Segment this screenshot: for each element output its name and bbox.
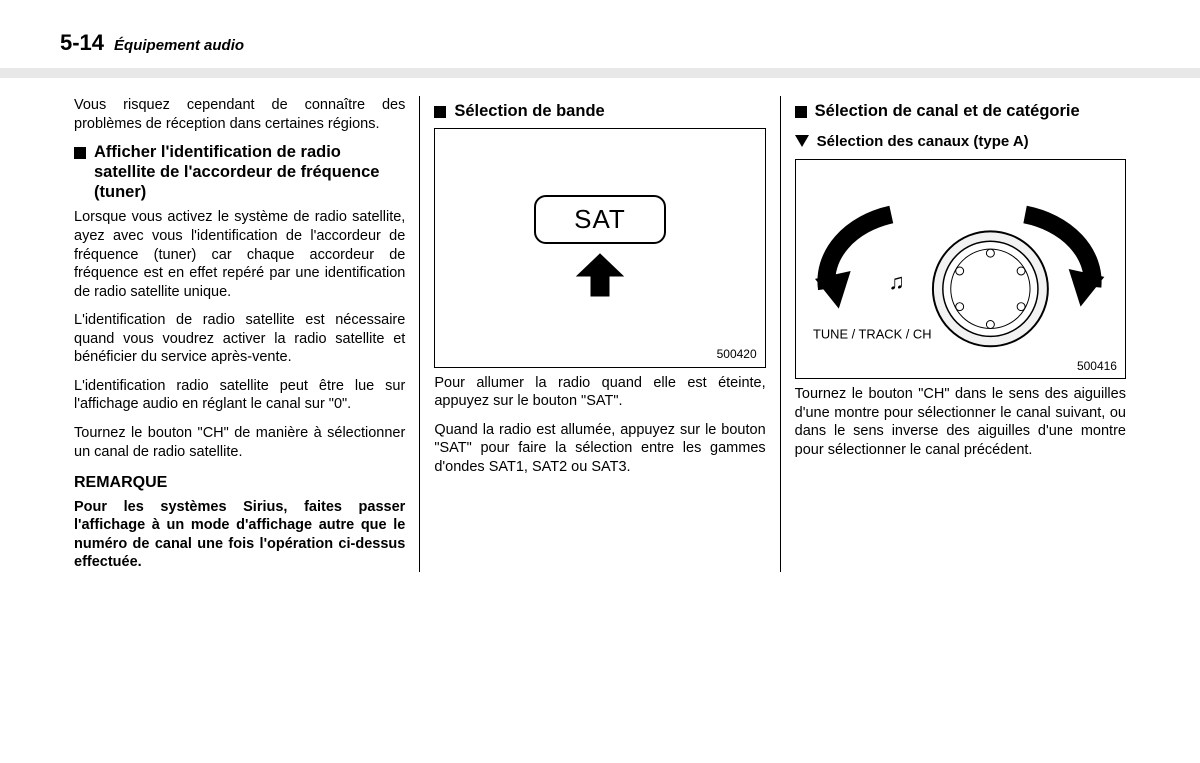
heading-tuner-id: Afficher l'identification de radio satel… (74, 143, 405, 202)
column-1: Vous risquez cependant de connaître des … (60, 96, 419, 572)
sat-button-label: SAT (534, 195, 666, 244)
heading-text: Sélection de bande (454, 102, 604, 122)
figure-id: 500420 (717, 347, 757, 362)
header-rule (0, 68, 1200, 78)
heading-text: Sélection de canal et de catégorie (815, 102, 1080, 122)
knob-label: TUNE / TRACK / CH (813, 326, 932, 341)
remark-body: Pour les systèmes Sirius, faites passer … (74, 498, 405, 572)
figure-sat: SAT 500420 (434, 128, 765, 368)
para-4: Tournez le bouton "CH" de manière à séle… (74, 424, 405, 461)
page-header: 5-14 Équipement audio (60, 30, 1140, 56)
figure-id: 500416 (1077, 359, 1117, 374)
knob-illustration: ♫ TUNE / TRACK / CH (796, 160, 1125, 378)
intro-text: Vous risquez cependant de connaître des … (74, 96, 405, 133)
para-3: L'identification radio satellite peut êt… (74, 377, 405, 414)
column-3: Sélection de canal et de catégorie Sélec… (780, 96, 1140, 572)
heading-channel: Sélection de canal et de catégorie (795, 102, 1126, 122)
bullet-icon (434, 106, 446, 118)
heading-band: Sélection de bande (434, 102, 765, 122)
para-2: Quand la radio est allumée, appuyez sur … (434, 421, 765, 477)
arrow-up-icon (575, 252, 625, 300)
para-2: L'identification de radio satellite est … (74, 311, 405, 367)
para-1: Lorsque vous activez le système de radio… (74, 208, 405, 301)
remark-title: REMARQUE (74, 473, 405, 493)
para-1: Tournez le bouton "CH" dans le sens des … (795, 385, 1126, 459)
figure-tune-knob: ♫ TUNE / TRACK / CH 500416 (795, 159, 1126, 379)
bullet-icon (74, 147, 86, 159)
heading-text: Afficher l'identification de radio satel… (94, 143, 405, 202)
triangle-down-icon (795, 135, 809, 147)
page-number: 5-14 (60, 30, 104, 56)
subheading-text: Sélection des canaux (type A) (817, 132, 1029, 151)
column-2: Sélection de bande SAT 500420 Pour allum… (419, 96, 779, 572)
music-note-icon: ♫ (888, 269, 904, 294)
subheading-type-a: Sélection des canaux (type A) (795, 132, 1126, 151)
section-title: Équipement audio (114, 37, 244, 54)
bullet-icon (795, 106, 807, 118)
para-1: Pour allumer la radio quand elle est éte… (434, 374, 765, 411)
